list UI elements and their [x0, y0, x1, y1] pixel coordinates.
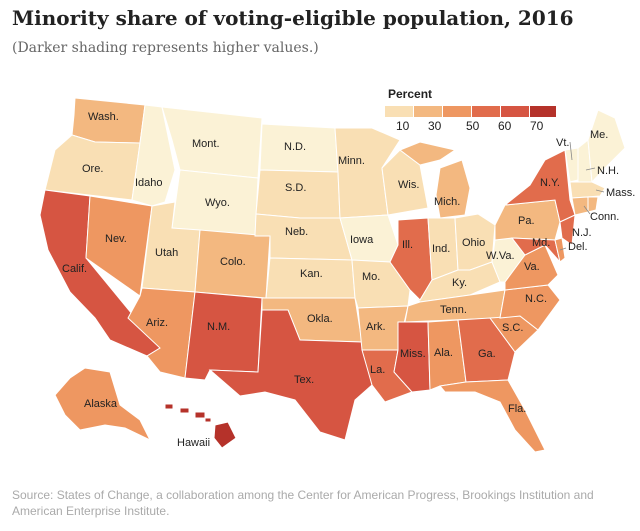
label-mo: Mo. [362, 271, 380, 283]
hawaii-island-4 [204, 417, 212, 423]
leader-conn [583, 205, 591, 215]
label-ark: Ark. [366, 321, 386, 333]
legend-tick-10: 10 [396, 119, 410, 133]
label-miss: Miss. [400, 348, 426, 360]
legend-tick-70: 70 [530, 119, 544, 133]
label-neb: Neb. [285, 226, 308, 238]
label-nc: N.C. [525, 293, 547, 305]
state-new-jersey [559, 214, 576, 246]
label-wyo: Wyo. [205, 197, 230, 209]
label-wva: W.Va. [486, 250, 515, 262]
state-south-dakota [255, 169, 341, 219]
label-pa: Pa. [518, 215, 535, 227]
label-mont: Mont. [192, 138, 220, 150]
state-alaska [54, 367, 152, 442]
legend-swatch-5 [501, 106, 529, 117]
label-ky: Ky. [452, 277, 467, 289]
label-calif: Calif. [62, 263, 87, 275]
state-maryland [510, 237, 561, 263]
state-massachusetts [569, 181, 606, 199]
label-ind: Ind. [432, 243, 450, 255]
label-hawaii: Hawaii [177, 437, 210, 449]
label-me: Me. [590, 129, 608, 141]
map-subtitle: (Darker shading represents higher values… [12, 40, 319, 56]
source-note: Source: States of Change, a collaboratio… [12, 488, 594, 518]
label-ore: Ore. [82, 163, 103, 175]
state-texas [208, 309, 373, 441]
state-michigan-upper [398, 141, 457, 166]
label-utah: Utah [155, 247, 178, 259]
label-tenn: Tenn. [440, 304, 467, 316]
label-tex: Tex. [294, 374, 314, 386]
state-michigan [435, 159, 471, 219]
label-ala: Ala. [434, 347, 453, 359]
label-nj: N.J. [572, 227, 592, 239]
label-del: Del. [568, 241, 588, 253]
state-labels: Wash. Ore. Calif. Nev. Idaho Mont. Wyo. … [62, 111, 635, 449]
label-nm: N.M. [207, 321, 230, 333]
label-ariz: Ariz. [146, 317, 168, 329]
label-wis: Wis. [398, 179, 419, 191]
label-ga: Ga. [478, 348, 496, 360]
legend-tick-60: 60 [498, 119, 512, 133]
leader-nh [585, 167, 596, 171]
label-mich: Mich. [434, 196, 460, 208]
legend-swatch-6 [530, 106, 556, 117]
legend-tick-30: 30 [428, 119, 442, 133]
state-idaho [131, 104, 176, 207]
legend-swatch-4 [472, 106, 500, 117]
label-la: La. [370, 364, 385, 376]
label-idaho: Idaho [135, 177, 163, 189]
label-fla: Fla. [508, 403, 526, 415]
hawaii-island-big [213, 421, 237, 449]
state-georgia [457, 317, 516, 383]
hawaii-island-1 [164, 403, 174, 410]
leader-vt [569, 141, 573, 161]
state-new-mexico [184, 291, 263, 381]
label-nh: N.H. [597, 165, 619, 177]
map-title: Minority share of voting-eligible popula… [12, 6, 574, 30]
legend-title: Percent [388, 87, 432, 101]
state-hawaii [164, 403, 237, 449]
leader-del [559, 247, 567, 251]
legend-swatch-1 [385, 106, 413, 117]
label-vt: Vt. [556, 137, 569, 149]
label-nev: Nev. [105, 233, 127, 245]
leader-lines [559, 141, 605, 251]
label-wash: Wash. [88, 111, 119, 123]
label-md: Md. [532, 237, 550, 249]
legend: Percent 10 30 50 60 70 [385, 87, 556, 133]
label-colo: Colo. [220, 256, 246, 268]
label-nd: N.D. [284, 141, 306, 153]
leader-mass [595, 189, 605, 193]
label-conn: Conn. [590, 211, 619, 223]
hawaii-island-3 [194, 411, 206, 419]
legend-tick-50: 50 [466, 119, 480, 133]
label-okla: Okla. [307, 313, 333, 325]
label-minn: Minn. [338, 155, 365, 167]
legend-swatch-3 [443, 106, 471, 117]
label-iowa: Iowa [350, 234, 374, 246]
label-ny: N.Y. [540, 177, 560, 189]
label-mass: Mass. [606, 187, 635, 199]
state-new-york [503, 149, 576, 223]
state-florida [439, 379, 546, 453]
label-ohio: Ohio [462, 237, 485, 249]
label-va: Va. [524, 261, 540, 273]
state-rhode-island [587, 196, 599, 213]
label-ill: Ill. [402, 239, 413, 251]
state-wisconsin [381, 149, 429, 216]
label-sc: S.C. [502, 322, 523, 334]
legend-swatch-2 [414, 106, 442, 117]
label-alaska: Alaska [84, 398, 118, 410]
label-kan: Kan. [300, 268, 323, 280]
hawaii-island-2 [179, 407, 190, 414]
state-connecticut [571, 196, 589, 216]
label-sd: S.D. [285, 182, 306, 194]
